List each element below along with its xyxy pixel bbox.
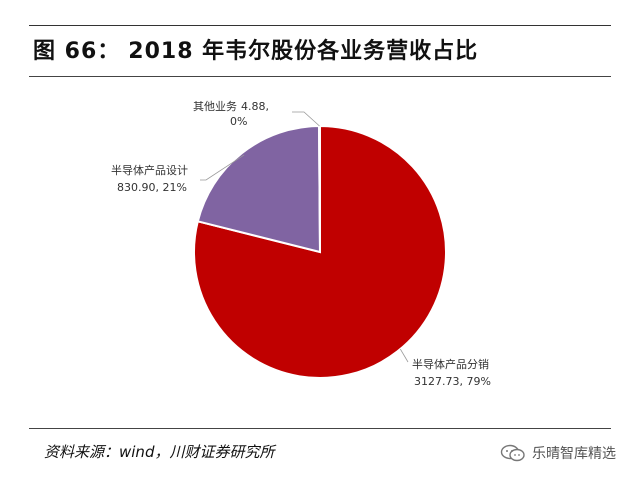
leader-lines xyxy=(200,111,409,363)
source-note: 资料来源：wind，川财证券研究所 xyxy=(44,443,275,461)
watermark-text: 乐晴智库精选 xyxy=(532,446,616,462)
label-design-value: 830.90, 21% xyxy=(117,181,187,194)
label-other-name: 其他业务 4.88, xyxy=(193,100,269,113)
label-distribution-value: 3127.73, 79% xyxy=(414,375,491,388)
label-other-percent: 0% xyxy=(230,115,247,128)
label-distribution-name: 半导体产品分销 xyxy=(412,357,489,371)
pie-slice-design xyxy=(196,124,322,254)
pie-slice-other xyxy=(318,124,321,253)
watermark: 乐晴智库精选 xyxy=(500,443,616,463)
wechat-icon xyxy=(500,444,525,462)
label-design-name: 半导体产品设计 xyxy=(111,163,188,177)
leader-line-design xyxy=(200,154,245,181)
top-rule xyxy=(29,25,611,26)
pie-slices xyxy=(193,124,447,379)
title-rule xyxy=(29,76,611,77)
bottom-rule xyxy=(29,428,611,429)
figure-label: 图 66： xyxy=(33,39,121,64)
leader-line-other xyxy=(292,111,320,127)
figure-title: 图 66： 2018 年韦尔股份各业务营收占比 xyxy=(33,33,478,65)
figure-title-text: 2018 年韦尔股份各业务营收占比 xyxy=(128,39,479,64)
leader-line-distribution xyxy=(399,348,409,363)
